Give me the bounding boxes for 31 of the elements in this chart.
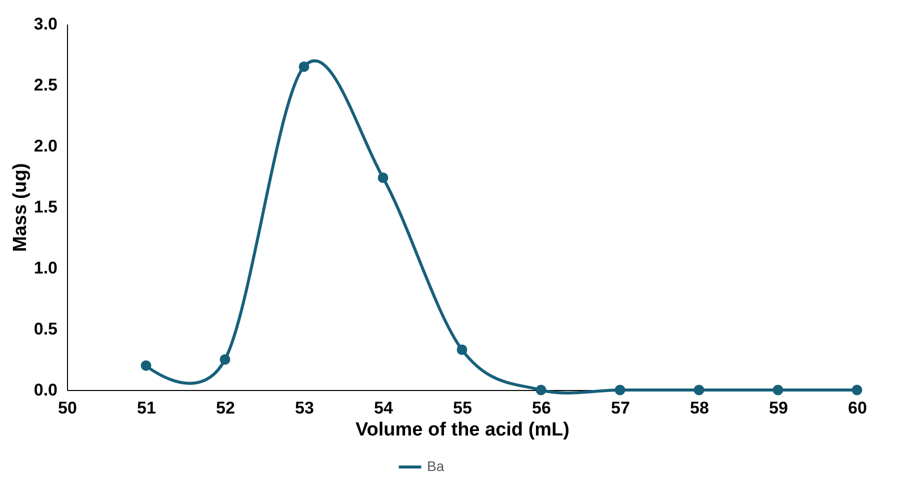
point xyxy=(220,354,230,365)
x-tick-label: 54 xyxy=(374,398,394,418)
x-tick-label: 60 xyxy=(848,398,867,418)
x-tick-label: 56 xyxy=(532,398,551,418)
point xyxy=(772,384,784,396)
y-axis-title: Mass (ug) xyxy=(10,163,31,252)
x-tick-label: 52 xyxy=(216,398,235,418)
point xyxy=(378,172,388,183)
y-tick-label: 1.5 xyxy=(34,198,58,216)
x-tick-label: 59 xyxy=(769,398,788,418)
y-tick-label: 0.0 xyxy=(34,380,58,400)
x-tick-label: 53 xyxy=(295,398,314,418)
y-tick-label: 2.0 xyxy=(34,136,58,156)
point xyxy=(852,384,862,396)
x-tick-label: 50 xyxy=(58,398,77,418)
point xyxy=(298,61,310,72)
point xyxy=(614,384,626,396)
point xyxy=(536,384,546,396)
y-tick-label: 3.0 xyxy=(34,14,58,34)
x-tick-label: 57 xyxy=(611,398,630,418)
legend-label: Ba xyxy=(427,458,444,474)
x-axis-title: Volume of the acid (mL) xyxy=(356,420,570,440)
x-tick-label: 58 xyxy=(690,398,709,418)
y-tick-label: 2.5 xyxy=(34,76,58,94)
y-tick-label: 1.0 xyxy=(34,258,58,278)
y-tick-label: 0.5 xyxy=(34,320,58,338)
point xyxy=(456,344,468,355)
x-tick-label: 55 xyxy=(453,398,472,418)
point xyxy=(694,384,704,396)
x-tick-label: 51 xyxy=(137,398,156,418)
point xyxy=(140,360,152,371)
